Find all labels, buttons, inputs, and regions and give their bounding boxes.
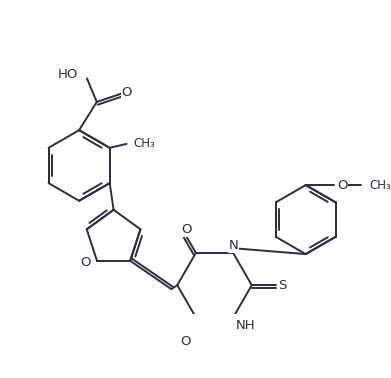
Text: HO: HO [58, 68, 78, 81]
Text: O: O [122, 86, 132, 99]
Text: CH₃: CH₃ [133, 138, 155, 150]
Text: O: O [337, 178, 348, 192]
Text: O: O [180, 335, 190, 348]
Text: NH: NH [236, 319, 255, 332]
Text: CH₃: CH₃ [369, 178, 391, 192]
Text: O: O [181, 223, 191, 236]
Text: S: S [278, 279, 287, 292]
Text: O: O [80, 256, 90, 269]
Text: N: N [228, 239, 238, 253]
